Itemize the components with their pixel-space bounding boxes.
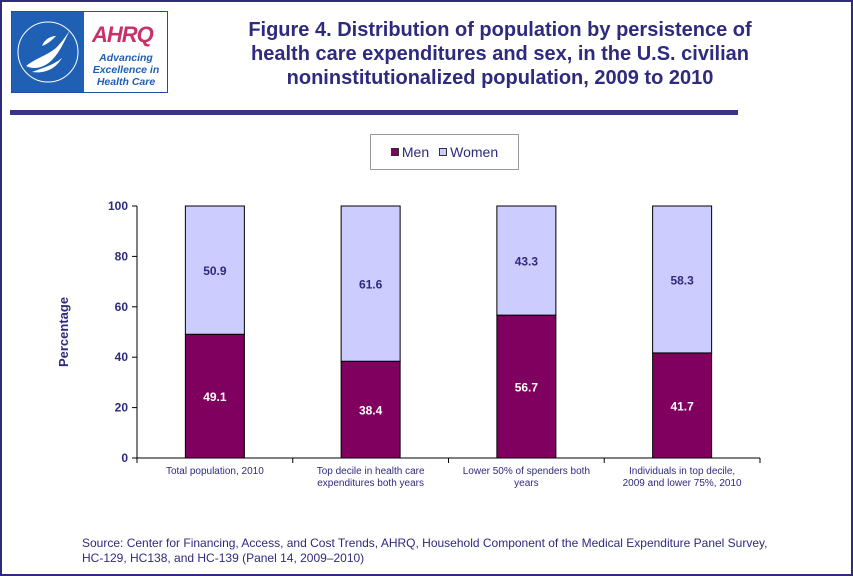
title-divider <box>10 110 738 115</box>
logo-banner: AHRQ Advancing Excellence in Health Care <box>11 11 168 93</box>
legend-swatch-men <box>390 148 399 156</box>
legend-label-women: Women <box>450 144 499 160</box>
legend-swatch-women <box>439 148 448 156</box>
ahrq-logo: AHRQ <box>92 22 154 47</box>
ahrq-tagline: Advancing Excellence in Health Care <box>92 52 160 88</box>
ahrq-logo-panel: AHRQ Advancing Excellence in Health Care <box>84 12 167 92</box>
source-note: Source: Center for Financing, Access, an… <box>82 536 768 565</box>
hhs-seal-logo <box>12 12 84 92</box>
legend-item-women: Women <box>439 144 498 160</box>
eagle-icon <box>17 21 79 83</box>
legend-item-men: Men <box>390 144 430 160</box>
legend: Men Women <box>370 134 519 170</box>
legend-label-men: Men <box>401 144 430 160</box>
chart-title: Figure 4. Distribution of population by … <box>248 19 752 89</box>
